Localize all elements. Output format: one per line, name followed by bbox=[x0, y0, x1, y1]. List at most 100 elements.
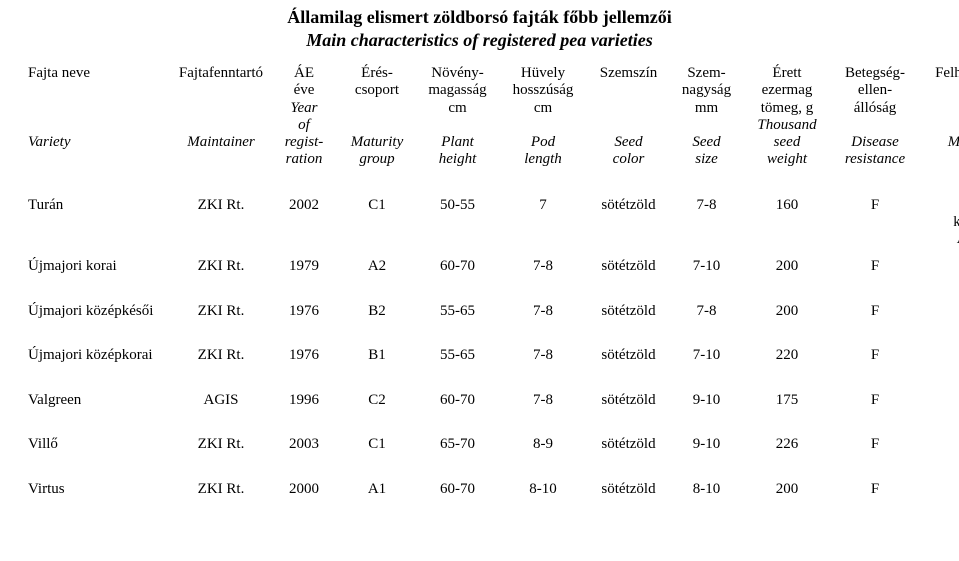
cell-group: C1 bbox=[338, 426, 416, 471]
cell-use: konzerv-,hűtőipar bbox=[919, 337, 959, 382]
table-row: VirtusZKI Rt.2000A160-708-10sötétzöld8-1… bbox=[24, 471, 959, 516]
hdr-color-en2: color bbox=[591, 151, 666, 168]
cell-size: 7-10 bbox=[670, 248, 743, 293]
cell-year: 1976 bbox=[270, 293, 338, 338]
hdr-use-en: Main use bbox=[923, 134, 959, 151]
cell-variety: Turán bbox=[24, 179, 172, 249]
hdr-pod-hu3: cm bbox=[503, 100, 583, 117]
cell-variety: Újmajori középkorai bbox=[24, 337, 172, 382]
cell-group: B1 bbox=[338, 337, 416, 382]
cell-use: konzerv-,hűtőipar bbox=[919, 471, 959, 516]
hdr-height-hu3: cm bbox=[420, 100, 495, 117]
cell-height: 60-70 bbox=[416, 248, 499, 293]
page-title-hu: Államilag elismert zöldborsó fajták főbb… bbox=[24, 6, 935, 29]
hdr-size-hu2: nagyság bbox=[674, 82, 739, 99]
hdr-disease-hu3: állóság bbox=[835, 100, 915, 117]
hdr-use-hu2: irány bbox=[923, 82, 959, 99]
cell-variety: Újmajori korai bbox=[24, 248, 172, 293]
hdr-group-en1: Maturity bbox=[342, 134, 412, 151]
cell-maintainer: ZKI Rt. bbox=[172, 179, 270, 249]
cell-disease: F bbox=[831, 248, 919, 293]
table-row: VillőZKI Rt.2003C165-708-9sötétzöld9-102… bbox=[24, 426, 959, 471]
page-title-en: Main characteristics of registered pea v… bbox=[24, 29, 935, 52]
cell-pod: 8-9 bbox=[499, 426, 587, 471]
hdr-color-hu: Szemszín bbox=[591, 65, 666, 82]
cell-weight: 226 bbox=[743, 426, 831, 471]
cell-height: 50-55 bbox=[416, 179, 499, 249]
table-row: Újmajori középkésőiZKI Rt.1976B255-657-8… bbox=[24, 293, 959, 338]
cell-size: 7-8 bbox=[670, 293, 743, 338]
cell-weight: 175 bbox=[743, 382, 831, 427]
cell-size: 9-10 bbox=[670, 382, 743, 427]
cell-color: sötétzöld bbox=[587, 248, 670, 293]
cell-year: 2002 bbox=[270, 179, 338, 249]
cell-variety: Valgreen bbox=[24, 382, 172, 427]
cell-year: 2000 bbox=[270, 471, 338, 516]
cell-weight: 200 bbox=[743, 248, 831, 293]
cell-variety: Villő bbox=[24, 426, 172, 471]
hdr-color-en1: Seed bbox=[591, 134, 666, 151]
cell-height: 60-70 bbox=[416, 471, 499, 516]
hdr-height-en1: Plant bbox=[420, 134, 495, 151]
hdr-year-en4: ration bbox=[274, 151, 334, 168]
hdr-size-en2: size bbox=[674, 151, 739, 168]
cell-disease: F bbox=[831, 426, 919, 471]
hdr-size-hu3: mm bbox=[674, 100, 739, 117]
cell-year: 1996 bbox=[270, 382, 338, 427]
cell-maintainer: ZKI Rt. bbox=[172, 337, 270, 382]
cell-pod: 7-8 bbox=[499, 293, 587, 338]
hdr-disease-en2: resistance bbox=[835, 151, 915, 168]
cell-size: 9-10 bbox=[670, 426, 743, 471]
table-row: Újmajori középkoraiZKI Rt.1976B155-657-8… bbox=[24, 337, 959, 382]
hdr-weight-hu2: ezermag bbox=[747, 82, 827, 99]
hdr-maintainer-hu: Fajtafenntartó bbox=[176, 65, 266, 82]
cell-disease: F bbox=[831, 471, 919, 516]
cell-weight: 160 bbox=[743, 179, 831, 249]
cell-color: sötétzöld bbox=[587, 382, 670, 427]
hdr-height-hu2: magasság bbox=[420, 82, 495, 99]
cell-use: konzerv-,hűtőipar bbox=[919, 426, 959, 471]
hdr-variety-en: Variety bbox=[28, 134, 168, 151]
hdr-weight-en3: weight bbox=[747, 151, 827, 168]
cell-use: hűtő-,konzervipar,Afila típusú bbox=[919, 179, 959, 249]
hdr-year-en2: of bbox=[274, 117, 334, 134]
cell-pod: 7-8 bbox=[499, 382, 587, 427]
cell-use: konzerv-,hűtőipar bbox=[919, 248, 959, 293]
hdr-pod-en1: Pod bbox=[503, 134, 583, 151]
hdr-height-en2: height bbox=[420, 151, 495, 168]
cell-maintainer: ZKI Rt. bbox=[172, 426, 270, 471]
cell-height: 55-65 bbox=[416, 293, 499, 338]
cell-maintainer: AGIS bbox=[172, 382, 270, 427]
cell-color: sötétzöld bbox=[587, 471, 670, 516]
cell-pod: 7-8 bbox=[499, 248, 587, 293]
cell-color: sötétzöld bbox=[587, 426, 670, 471]
table-row: Újmajori koraiZKI Rt.1979A260-707-8sötét… bbox=[24, 248, 959, 293]
hdr-disease-en1: Disease bbox=[835, 134, 915, 151]
cell-group: A2 bbox=[338, 248, 416, 293]
cell-group: C2 bbox=[338, 382, 416, 427]
cell-group: B2 bbox=[338, 293, 416, 338]
cell-group: C1 bbox=[338, 179, 416, 249]
hdr-year-en3: regist- bbox=[274, 134, 334, 151]
hdr-weight-en2: seed bbox=[747, 134, 827, 151]
hdr-year-hu1: ÁE bbox=[274, 65, 334, 82]
hdr-weight-en1: Thousand bbox=[747, 117, 827, 134]
cell-variety: Újmajori középkésői bbox=[24, 293, 172, 338]
hdr-size-en1: Seed bbox=[674, 134, 739, 151]
cell-group: A1 bbox=[338, 471, 416, 516]
hdr-weight-hu3: tömeg, g bbox=[747, 100, 827, 117]
cell-color: sötétzöld bbox=[587, 293, 670, 338]
cell-year: 2003 bbox=[270, 426, 338, 471]
hdr-disease-hu2: ellen- bbox=[835, 82, 915, 99]
hdr-height-hu1: Növény- bbox=[420, 65, 495, 82]
cell-height: 55-65 bbox=[416, 337, 499, 382]
cell-pod: 7 bbox=[499, 179, 587, 249]
cell-disease: F bbox=[831, 337, 919, 382]
cell-use: konzerv-,hűtőipar bbox=[919, 382, 959, 427]
cell-weight: 220 bbox=[743, 337, 831, 382]
table-row: ValgreenAGIS1996C260-707-8sötétzöld9-101… bbox=[24, 382, 959, 427]
hdr-pod-en2: length bbox=[503, 151, 583, 168]
cell-weight: 200 bbox=[743, 293, 831, 338]
cell-year: 1976 bbox=[270, 337, 338, 382]
hdr-weight-hu1: Érett bbox=[747, 65, 827, 82]
